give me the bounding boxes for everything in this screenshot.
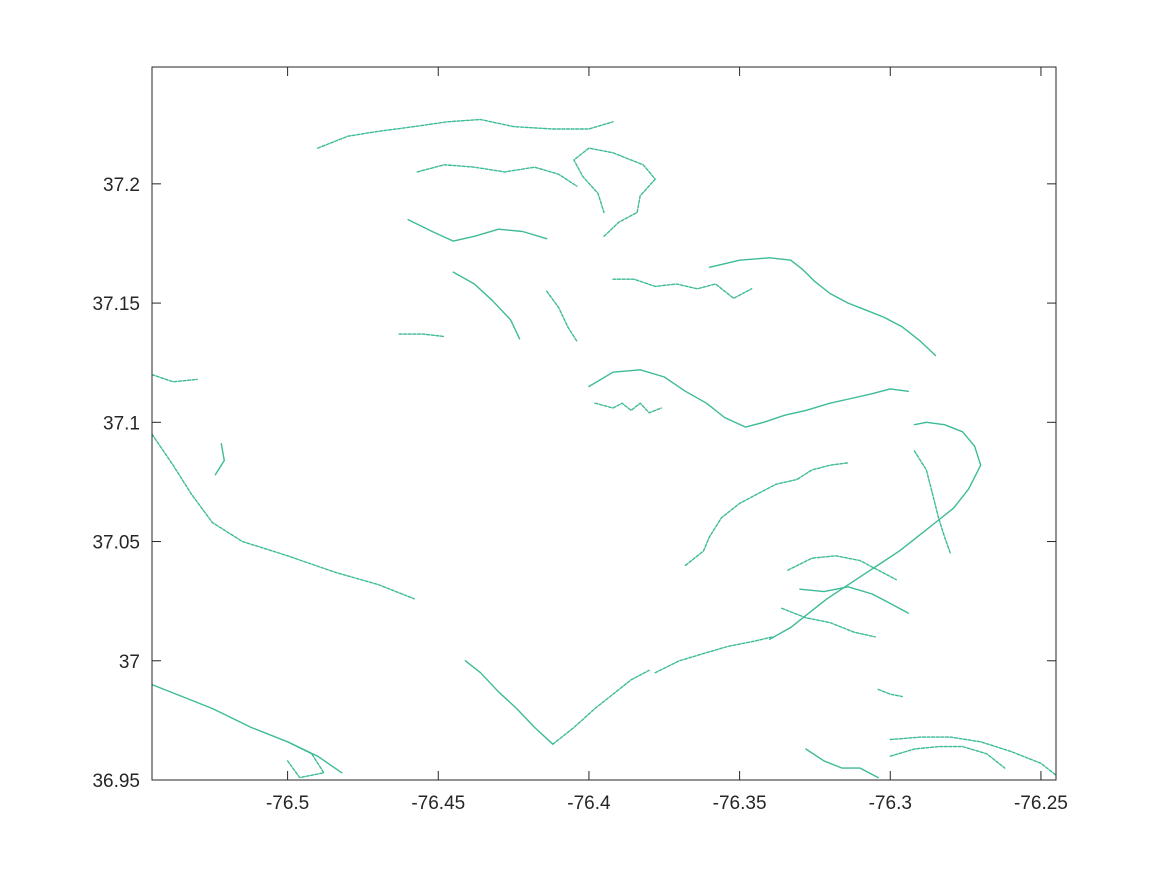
axes-background <box>152 67 1056 780</box>
coastline-segment <box>151 373 198 383</box>
coastline-segment <box>913 450 952 555</box>
y-axis-ticks: 36.95 37 37.05 37.1 37.15 37.2 <box>92 175 1056 792</box>
coastline-segment <box>781 607 876 638</box>
coastline-segment <box>573 147 656 237</box>
x-tick-label: -76.45 <box>411 793 465 814</box>
coastline-segment <box>769 421 982 640</box>
y-tick-label: 37.05 <box>92 533 140 554</box>
coastline-segment <box>552 669 650 745</box>
coastline-segment <box>612 278 753 299</box>
coastline-segment <box>805 748 879 779</box>
x-tick-label: -76.4 <box>567 793 611 814</box>
coastline-segment <box>708 257 937 357</box>
coastline-segment <box>416 164 578 187</box>
coastline-segment <box>654 636 774 674</box>
coastline-segment <box>317 118 614 149</box>
coastline-segment <box>151 683 343 774</box>
coastline-segment <box>889 736 1057 776</box>
axes-box <box>151 66 1057 781</box>
x-tick-label: -76.35 <box>713 793 767 814</box>
coastline-segment <box>452 271 521 340</box>
coastline-segment <box>407 218 548 242</box>
coastline-segment <box>214 443 225 476</box>
coastline-segment <box>787 555 897 581</box>
y-tick-label: 36.95 <box>92 771 140 792</box>
coastline-segment <box>889 745 1006 769</box>
coastline-layer <box>151 118 1057 779</box>
y-tick-label: 37.2 <box>103 175 140 196</box>
coastline-segment <box>151 433 415 600</box>
coastline-segment <box>594 402 662 414</box>
y-tick-label: 37.15 <box>92 294 140 315</box>
y-tick-label: 37 <box>119 652 140 673</box>
coastline-segment <box>546 290 578 342</box>
coastline-segment <box>286 741 325 779</box>
x-axis-ticks: -76.5 -76.45 -76.4 -76.35 -76.3 -76.25 <box>266 67 1068 814</box>
plot-area: -76.5 -76.45 -76.4 -76.35 -76.3 -76.25 36.953… <box>92 66 1068 814</box>
coastline-segment <box>799 586 909 614</box>
x-tick-label: -76.3 <box>869 793 912 814</box>
coastline-segment <box>398 333 445 338</box>
y-tick-label: 37.1 <box>103 413 140 434</box>
coastline-segment <box>684 462 849 567</box>
coastline-segment <box>464 660 554 745</box>
coastline-segment <box>588 369 909 428</box>
x-tick-label: -76.25 <box>1014 793 1068 814</box>
coastline-segment <box>877 688 903 698</box>
x-tick-label: -76.5 <box>266 793 309 814</box>
